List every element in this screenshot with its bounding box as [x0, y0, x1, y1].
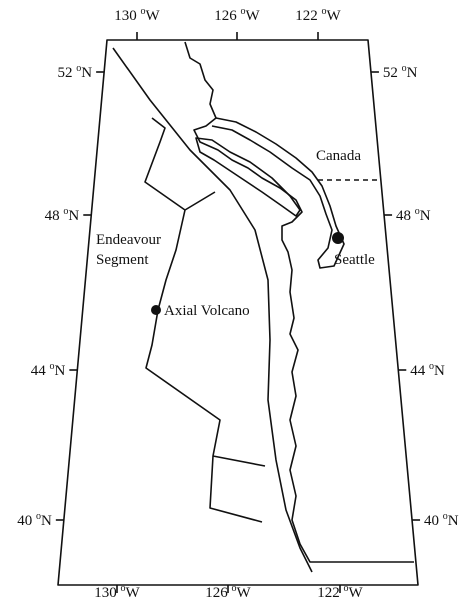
tick-direction: W [327, 8, 342, 24]
tick-degree-sign: o [141, 6, 146, 17]
tick-direction: W [237, 585, 252, 600]
tick-direction: W [146, 8, 161, 24]
tick-direction: N [434, 363, 445, 379]
place-label: Seattle [334, 252, 375, 268]
tick-label: 40 oN [17, 511, 52, 529]
tick-label: 130 oW [114, 6, 160, 24]
tick-label: 52 oN [383, 63, 418, 81]
place-label: Segment [96, 252, 149, 268]
place-label: Axial Volcano [164, 303, 250, 319]
tick-degree: 40 [17, 513, 36, 529]
tick-degree-sign: o [322, 6, 327, 17]
tick-degree-sign: o [63, 206, 68, 217]
tick-direction: N [41, 513, 52, 529]
inland-waters [211, 117, 345, 269]
vancouver-island [195, 137, 301, 217]
tick-degree: 122 [317, 585, 343, 600]
tick-direction: N [448, 513, 459, 529]
tick-direction: W [126, 585, 141, 600]
tick-degree: 48 [45, 208, 64, 224]
tick-degree: 44 [410, 363, 429, 379]
tick-degree-sign: o [121, 583, 126, 594]
tick-label: 40 oN [424, 511, 459, 529]
tick-direction: N [407, 65, 418, 81]
map-frame [57, 39, 419, 586]
tick-label: 44 oN [31, 361, 66, 379]
tick-degree: 130 [94, 585, 120, 600]
tick-label: 130 oW [94, 583, 140, 600]
tick-label: 48 oN [45, 206, 80, 224]
tick-degree-sign: o [76, 63, 81, 74]
ridge [144, 117, 266, 523]
tick-degree: 48 [396, 208, 415, 224]
tick-label: 126 oW [214, 6, 260, 24]
tick-label: 44 oN [410, 361, 445, 379]
tick-degree-sign: o [429, 361, 434, 372]
tick-degree: 126 [214, 8, 240, 24]
axial-dot [151, 305, 161, 315]
tick-degree: 52 [58, 65, 77, 81]
seattle-dot [332, 232, 344, 244]
place-label: Endeavour [96, 232, 161, 248]
tick-degree-sign: o [49, 361, 54, 372]
tick-direction: W [349, 585, 364, 600]
place-label: Canada [316, 148, 361, 164]
tick-label: 122 oW [317, 583, 363, 600]
tick-degree-sign: o [443, 511, 448, 522]
tick-degree: 52 [383, 65, 402, 81]
tick-degree: 130 [114, 8, 140, 24]
tick-label: 52 oN [58, 63, 93, 81]
tick-degree-sign: o [344, 583, 349, 594]
coastline [184, 41, 414, 563]
tick-degree: 122 [295, 8, 321, 24]
tick-direction: W [246, 8, 261, 24]
tick-direction: N [81, 65, 92, 81]
tick-label: 126 oW [205, 583, 251, 600]
tick-direction: N [420, 208, 431, 224]
tick-label: 122 oW [295, 6, 341, 24]
tick-direction: N [54, 363, 65, 379]
tick-direction: N [68, 208, 79, 224]
tick-degree-sign: o [402, 63, 407, 74]
tick-degree-sign: o [232, 583, 237, 594]
tick-degree-sign: o [241, 6, 246, 17]
trench [112, 47, 313, 573]
tick-degree-sign: o [415, 206, 420, 217]
tick-degree: 40 [424, 513, 443, 529]
tick-label: 48 oN [396, 206, 431, 224]
tick-degree: 126 [205, 585, 231, 600]
tick-degree-sign: o [36, 511, 41, 522]
tick-degree: 44 [31, 363, 50, 379]
